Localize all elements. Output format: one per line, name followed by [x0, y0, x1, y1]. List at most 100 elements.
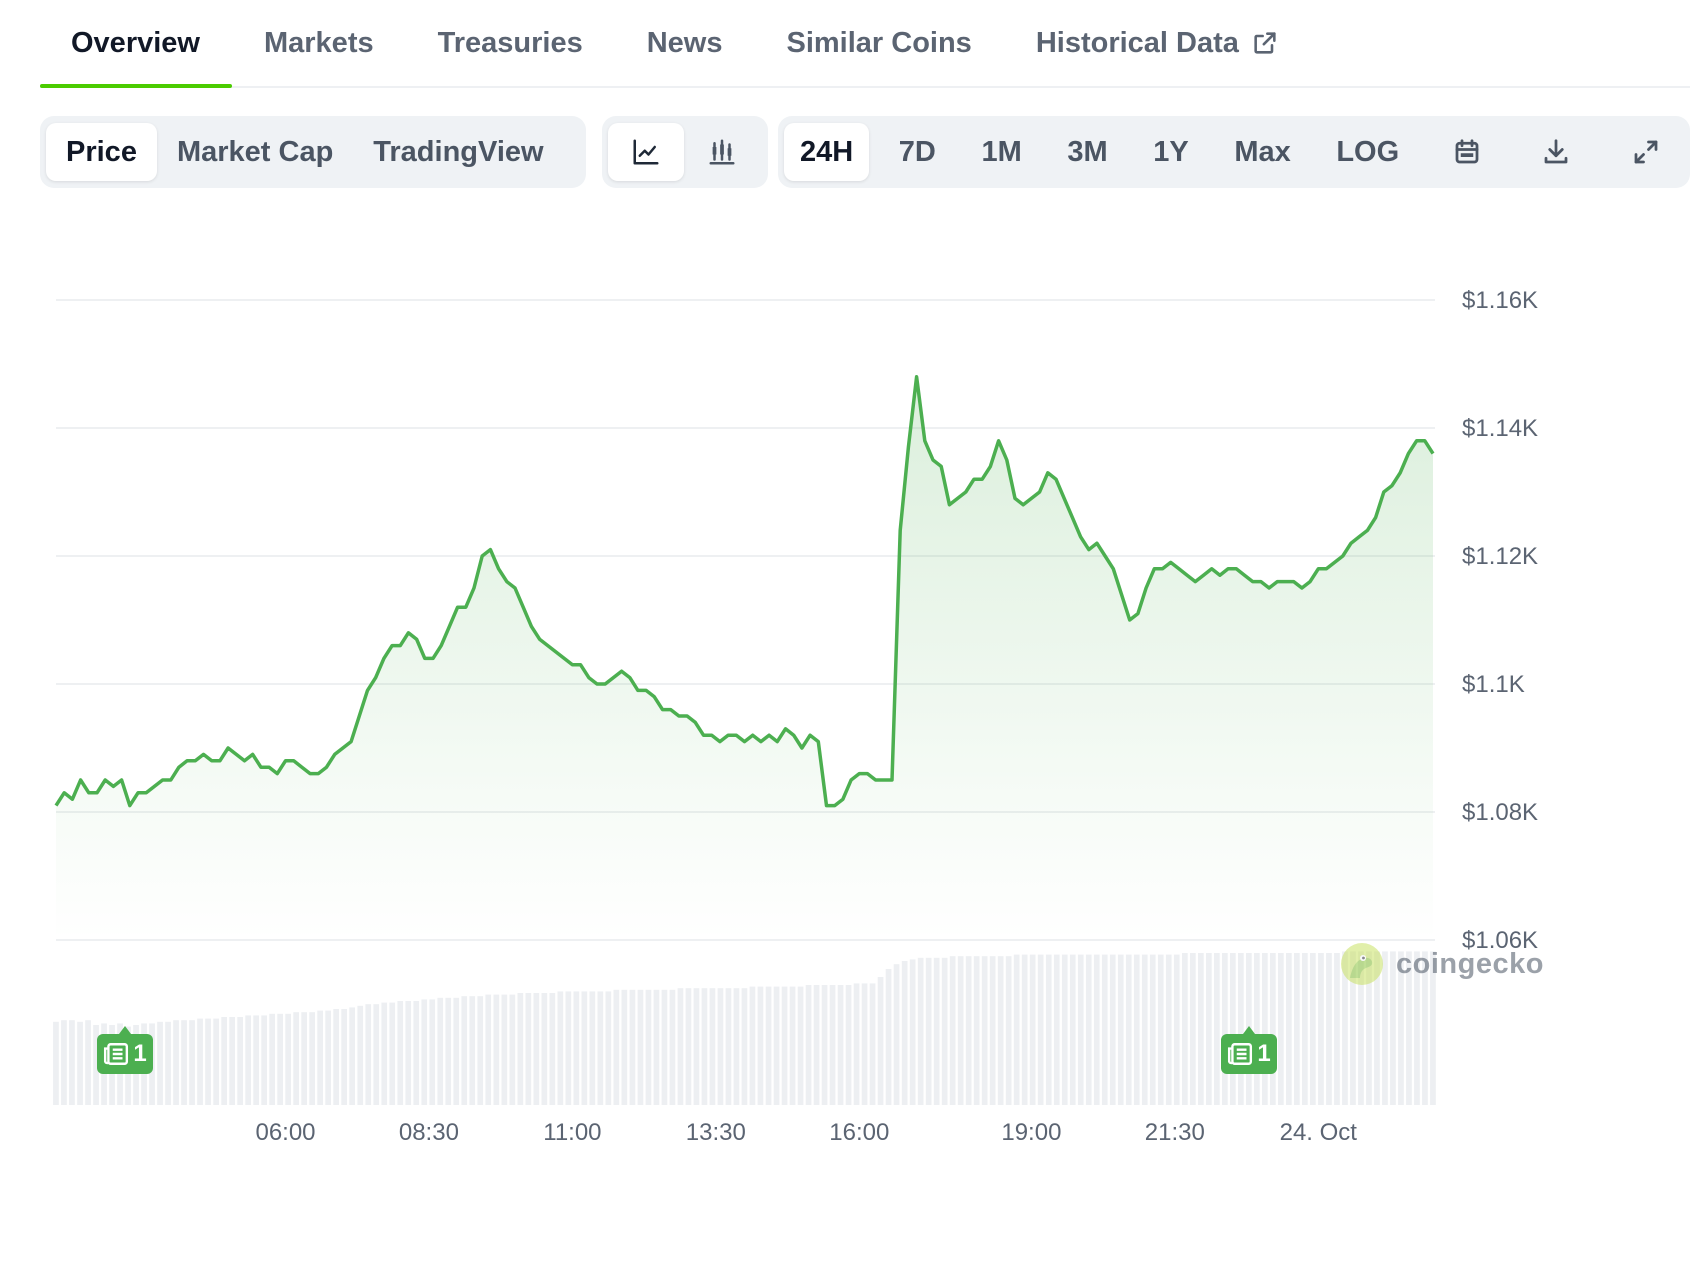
volume-bar — [277, 1013, 283, 1105]
volume-bar — [501, 994, 508, 1105]
volume-bar — [621, 989, 628, 1105]
volume-bar — [1254, 953, 1260, 1105]
volume-bar — [469, 996, 476, 1105]
volume-bar — [357, 1005, 364, 1105]
volume-bar — [597, 991, 604, 1105]
volume-bar — [629, 989, 636, 1105]
volume-bar — [1358, 951, 1364, 1105]
volume-bar — [1278, 953, 1284, 1105]
volume-bar — [1061, 954, 1068, 1105]
volume-bar — [1262, 953, 1268, 1105]
range-24h-button[interactable]: 24H — [784, 123, 870, 181]
range-7d-button[interactable]: 7D — [898, 135, 936, 168]
x-tick-label: 06:00 — [255, 1119, 315, 1146]
volume-bar — [853, 983, 860, 1105]
volume-bar — [301, 1012, 307, 1105]
volume-bar — [973, 956, 980, 1105]
volume-bar — [781, 986, 788, 1105]
range-1m-button[interactable]: 1M — [981, 135, 1022, 168]
range-max-button[interactable]: Max — [1234, 135, 1291, 168]
tab-markets[interactable]: Markets — [263, 26, 374, 59]
candlestick-button[interactable] — [684, 123, 760, 181]
volume-bar — [773, 986, 780, 1105]
volume-bar — [901, 961, 908, 1105]
volume-bar — [1222, 953, 1228, 1105]
newspaper-icon — [1228, 1043, 1253, 1065]
volume-bar — [309, 1012, 315, 1105]
volume-bar — [1093, 954, 1100, 1105]
download-button[interactable] — [1518, 123, 1594, 181]
volume-bar — [69, 1020, 75, 1105]
volume-bar — [77, 1021, 83, 1105]
volume-bar — [605, 991, 612, 1105]
tradingview-button[interactable]: TradingView — [373, 135, 544, 168]
fullscreen-button[interactable] — [1608, 123, 1684, 181]
volume-bar — [453, 997, 460, 1105]
volume-bar — [237, 1017, 243, 1105]
log-scale-button[interactable]: LOG — [1336, 135, 1400, 168]
volume-bar — [589, 991, 596, 1105]
volume-bar — [1117, 954, 1124, 1105]
volume-bar — [813, 985, 820, 1105]
volume-bar — [893, 964, 900, 1105]
volume-bar — [1294, 953, 1300, 1105]
market-cap-button[interactable]: Market Cap — [176, 135, 334, 168]
news-marker[interactable]: 1 — [1221, 1026, 1277, 1074]
x-tick-label: 21:30 — [1145, 1119, 1205, 1146]
volume-bar — [1326, 953, 1332, 1105]
volume-bar — [1422, 951, 1428, 1105]
tab-overview[interactable]: Overview — [40, 0, 232, 88]
volume-bar — [797, 986, 804, 1105]
volume-bar — [957, 956, 964, 1105]
volume-bar — [405, 1001, 412, 1105]
volume-bar — [1398, 951, 1404, 1105]
fullscreen-icon — [1634, 140, 1658, 164]
candlestick-icon — [709, 139, 735, 165]
volume-bar — [1382, 951, 1388, 1105]
external-link-icon — [1254, 32, 1276, 54]
volume-bar — [93, 1025, 99, 1105]
volume-bar — [1182, 953, 1188, 1105]
news-marker[interactable]: 1 — [97, 1026, 153, 1074]
price-chart[interactable]: $1.16K $1.14K $1.12K $1.1K $1.08K $1.06K 06:0… — [0, 200, 1704, 1270]
volume-bar — [1149, 954, 1156, 1105]
tab-news[interactable]: News — [646, 26, 723, 59]
volume-bar — [1157, 954, 1164, 1105]
volume-bar — [845, 985, 852, 1105]
chart-source-group: Price Market Cap TradingView — [40, 116, 586, 188]
volume-bar — [269, 1013, 275, 1105]
price-button[interactable]: Price — [46, 123, 157, 181]
volume-bar — [645, 989, 652, 1105]
volume-bar — [373, 1004, 380, 1105]
tab-historical-data[interactable]: Historical Data — [1004, 0, 1311, 86]
calendar-button[interactable] — [1429, 123, 1505, 181]
volume-bar — [53, 1021, 59, 1105]
volume-bar — [1286, 953, 1292, 1105]
coin-tabs: Overview Markets Treasuries News Similar… — [40, 0, 1690, 88]
line-chart-button[interactable] — [608, 123, 684, 181]
volume-bar — [253, 1015, 259, 1105]
volume-bar — [85, 1020, 91, 1105]
volume-bar — [637, 989, 644, 1105]
volume-bar — [413, 1001, 420, 1105]
volume-bar — [829, 985, 836, 1105]
range-1y-button[interactable]: 1Y — [1153, 135, 1189, 168]
volume-bar — [1085, 954, 1092, 1105]
x-tick-label: 24. Oct — [1280, 1119, 1358, 1146]
line-chart-icon — [633, 139, 659, 165]
volume-bar — [725, 988, 732, 1105]
volume-bar — [221, 1017, 227, 1105]
volume-bar — [61, 1020, 67, 1105]
range-3m-button[interactable]: 3M — [1067, 135, 1108, 168]
volume-bar — [197, 1018, 203, 1105]
volume-bar — [397, 1001, 404, 1105]
tab-similar-coins[interactable]: Similar Coins — [786, 26, 972, 59]
volume-bar — [981, 956, 988, 1105]
volume-bar — [693, 988, 700, 1105]
volume-bar — [885, 969, 892, 1105]
volume-bar — [685, 988, 692, 1105]
volume-bar — [325, 1010, 331, 1105]
y-tick-label: $1.12K — [1462, 543, 1538, 570]
tab-treasuries[interactable]: Treasuries — [437, 26, 583, 59]
volume-bar — [245, 1015, 251, 1105]
